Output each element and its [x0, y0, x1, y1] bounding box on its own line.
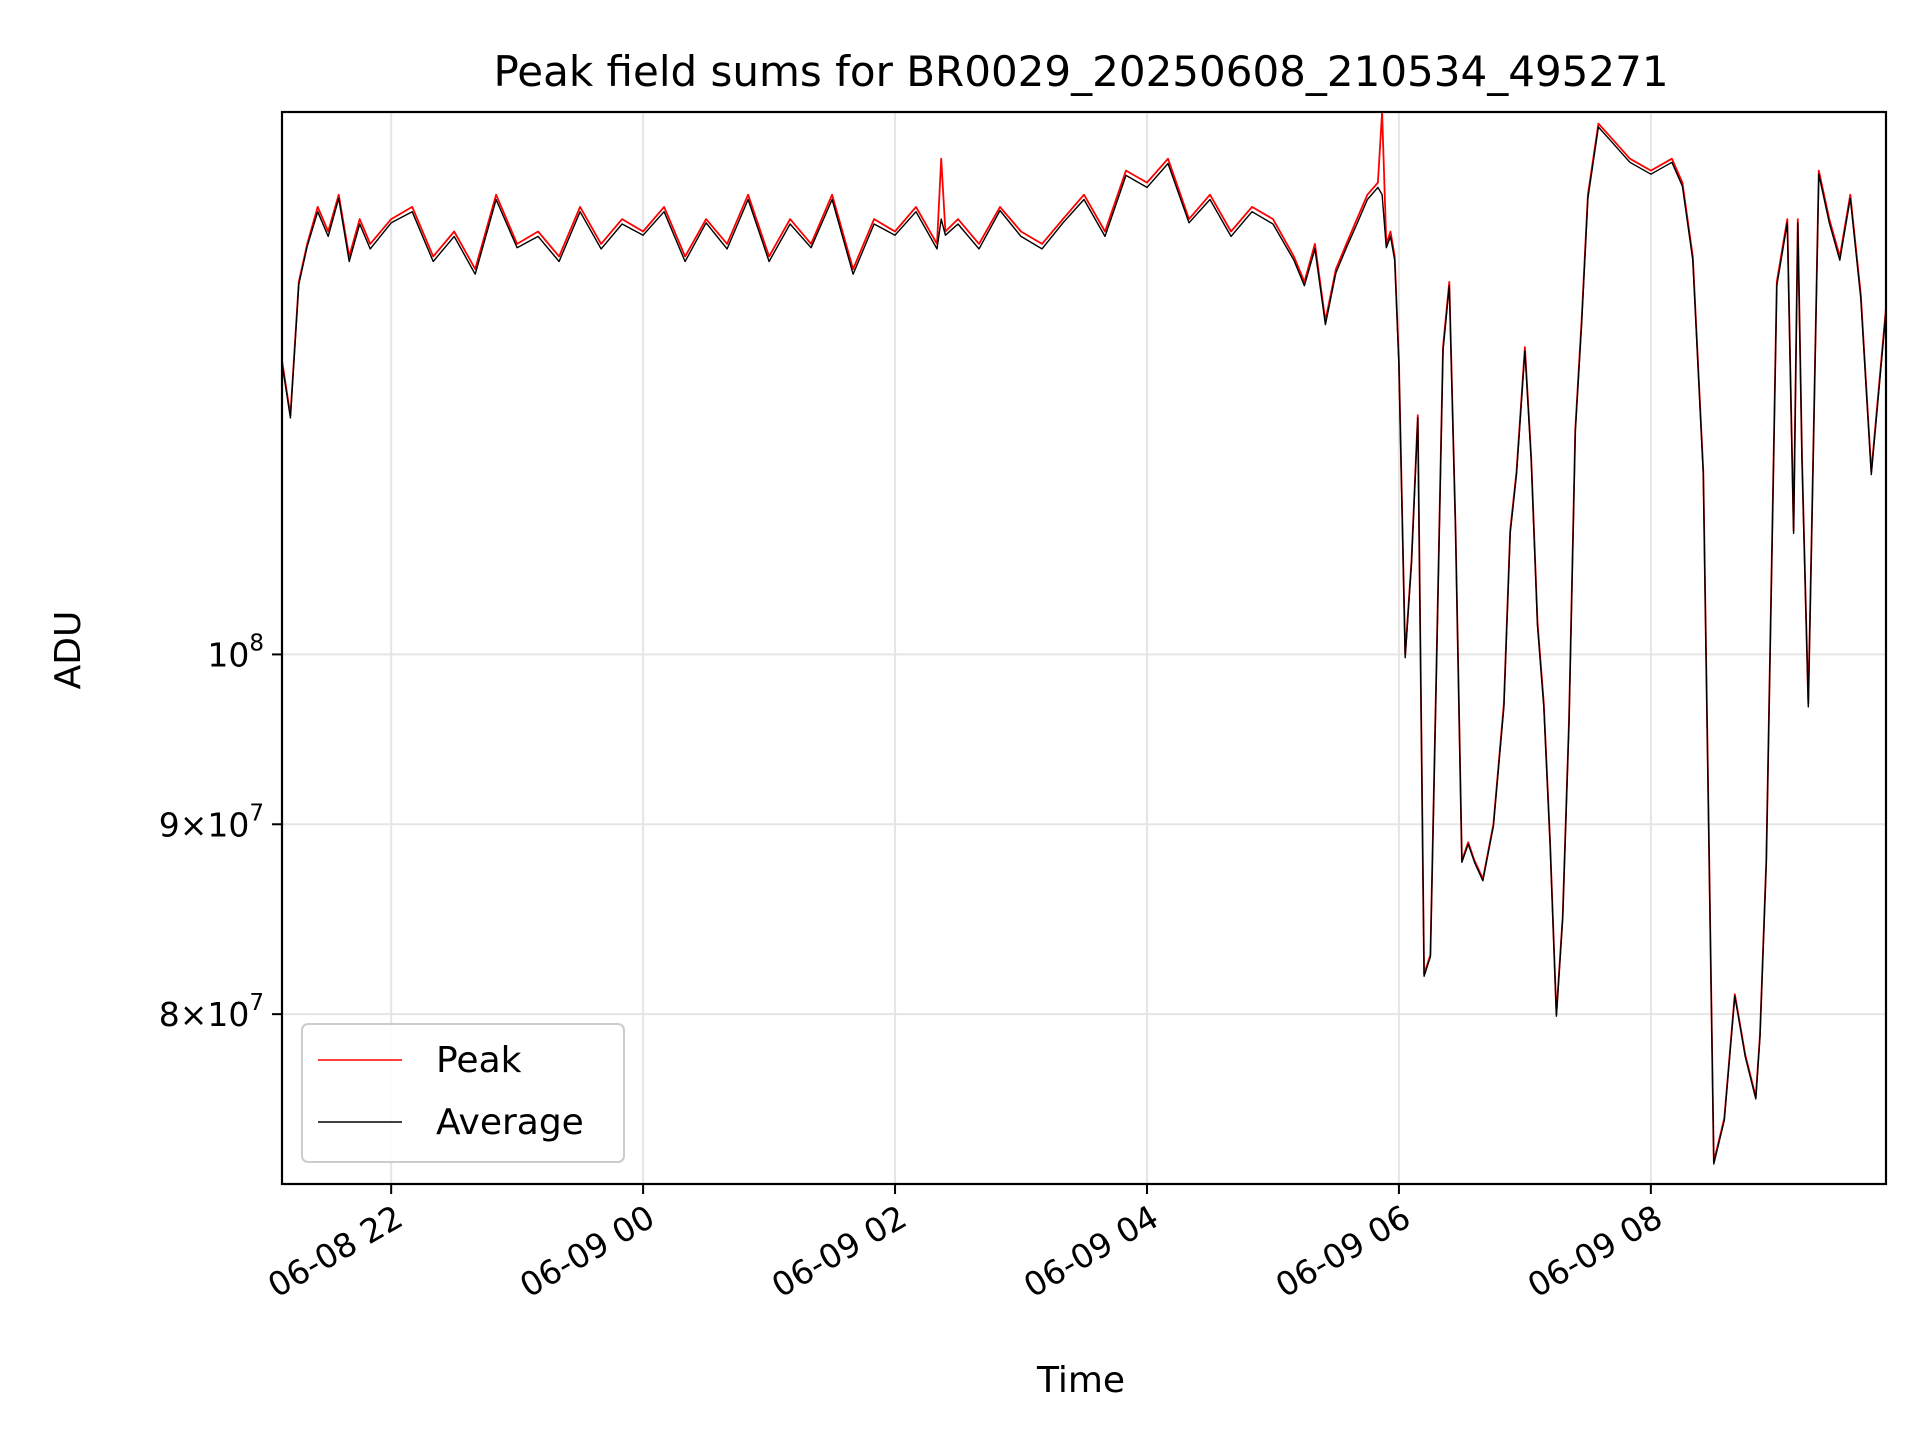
series-line-average: [281, 126, 1887, 1165]
y-tick-label: 108: [207, 630, 264, 674]
chart-title: Peak field sums for BR0029_20250608_2105…: [493, 47, 1668, 96]
y-tick-label: 8×107: [159, 990, 264, 1034]
x-axis-label: Time: [1036, 1360, 1125, 1401]
series-lines: [281, 111, 1887, 1165]
grid: [282, 112, 1886, 1184]
legend-label-average: Average: [436, 1102, 584, 1143]
y-axis: 108 9×107 8×107: [159, 630, 282, 1034]
legend: Peak Average: [301, 1023, 625, 1163]
legend-label-peak: Peak: [436, 1040, 522, 1081]
legend-box: [301, 1023, 625, 1163]
y-tick-label: 9×107: [159, 800, 264, 844]
plot-frame: [280, 110, 1888, 1186]
y-axis-label: ADU: [48, 611, 89, 690]
